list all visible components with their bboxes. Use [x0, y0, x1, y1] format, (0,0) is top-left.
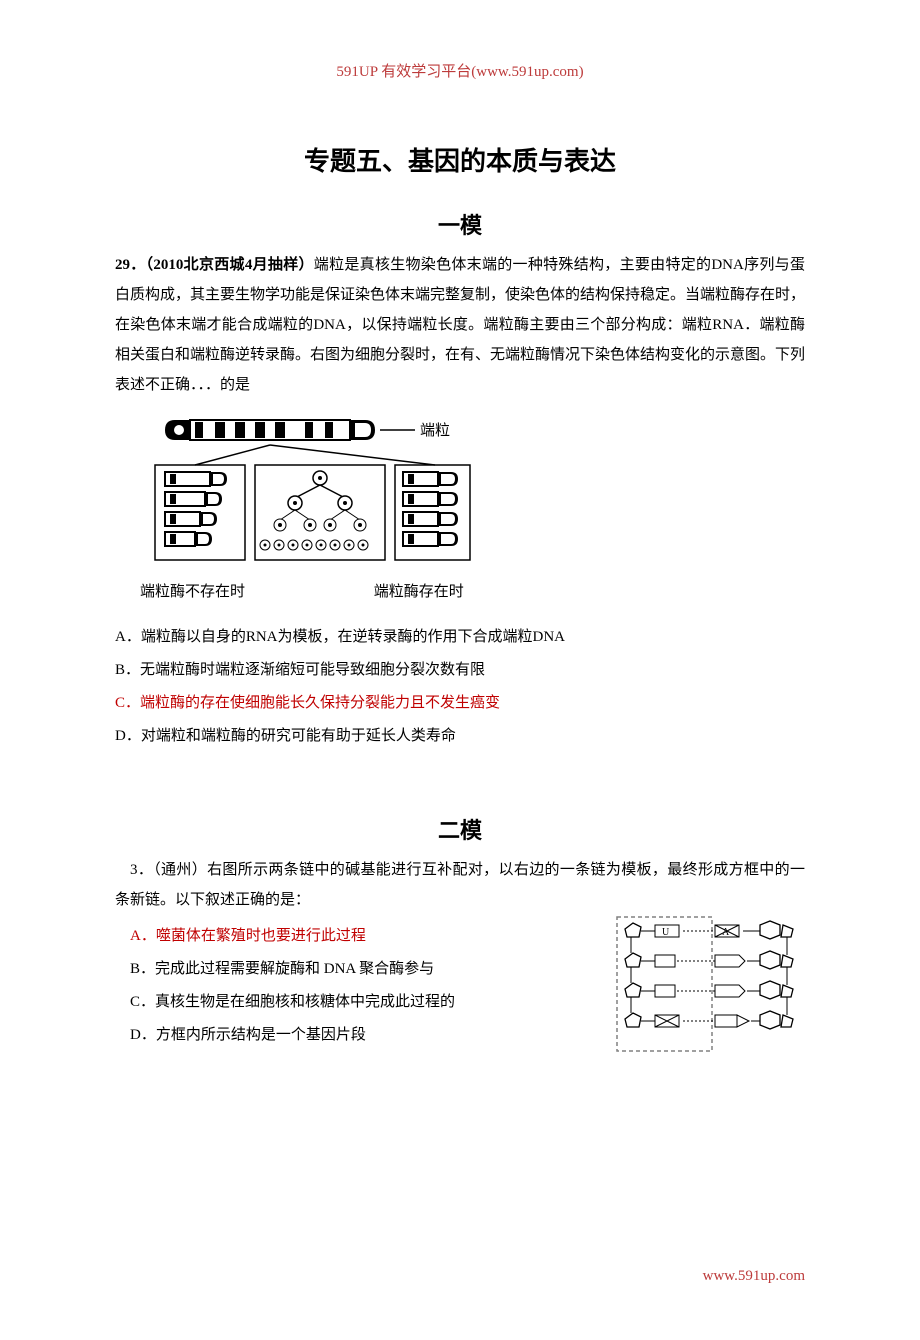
- q1-option-a: A．端粒酶以自身的RNA为模板，在逆转录酶的作用下合成端粒DNA: [115, 621, 805, 654]
- left-label: 端粒酶不存在时: [140, 580, 370, 601]
- base-pairing-figure: U A: [615, 915, 805, 1060]
- section2-heading: 二模: [115, 813, 805, 845]
- q1-option-b: B．无端粒酶时端粒逐渐缩短可能导致细胞分裂次数有限: [115, 654, 805, 687]
- q2-number: 3．: [130, 862, 153, 878]
- q2-text: 右图所示两条链中的碱基能进行互补配对，以右边的一条链为模板，最终形成方框中的一条…: [115, 862, 805, 908]
- top-label: 端粒: [420, 422, 450, 439]
- q2-options: A．噬菌体在繁殖时也要进行此过程 B．完成此过程需要解旋酶和 DNA 聚合酶参与…: [115, 920, 595, 1052]
- footer-url: www.591up.com: [703, 1268, 805, 1285]
- q2-option-b: B．完成此过程需要解旋酶和 DNA 聚合酶参与: [115, 953, 595, 986]
- q2-option-a: A．噬菌体在繁殖时也要进行此过程: [115, 920, 595, 953]
- question1-body: 29．（2010北京西城4月抽样）端粒是真核生物染色体末端的一种特殊结构，主要由…: [115, 250, 805, 400]
- svg-text:U: U: [662, 927, 670, 938]
- q2-source: （通州）: [153, 862, 207, 878]
- right-label: 端粒酶存在时: [374, 584, 464, 600]
- q1-number: 29．: [115, 257, 146, 273]
- q2-option-d: D．方框内所示结构是一个基因片段: [115, 1019, 595, 1052]
- svg-text:A: A: [722, 927, 730, 938]
- header-link: 591UP 有效学习平台(www.591up.com): [115, 60, 805, 81]
- q2-option-c: C．真核生物是在细胞核和核糖体中完成此过程的: [115, 986, 595, 1019]
- telomere-diagram: 端粒: [135, 410, 805, 601]
- q1-source: （2010北京西城4月抽样）: [146, 257, 314, 273]
- page-title: 专题五、基因的本质与表达: [115, 141, 805, 178]
- q1-text: 端粒是真核生物染色体末端的一种特殊结构，主要由特定的DNA序列与蛋白质构成，其主…: [115, 257, 805, 393]
- q1-option-d: D．对端粒和端粒酶的研究可能有助于延长人类寿命: [115, 720, 805, 753]
- question2-body: 3．（通州）右图所示两条链中的碱基能进行互补配对，以右边的一条链为模板，最终形成…: [115, 855, 805, 915]
- q1-option-c: C．端粒酶的存在使细胞能长久保持分裂能力且不发生癌变: [115, 687, 805, 720]
- q1-options: A．端粒酶以自身的RNA为模板，在逆转录酶的作用下合成端粒DNA B．无端粒酶时…: [115, 621, 805, 753]
- section1-heading: 一模: [115, 208, 805, 240]
- diagram-bottom-labels: 端粒酶不存在时 端粒酶存在时: [140, 580, 805, 601]
